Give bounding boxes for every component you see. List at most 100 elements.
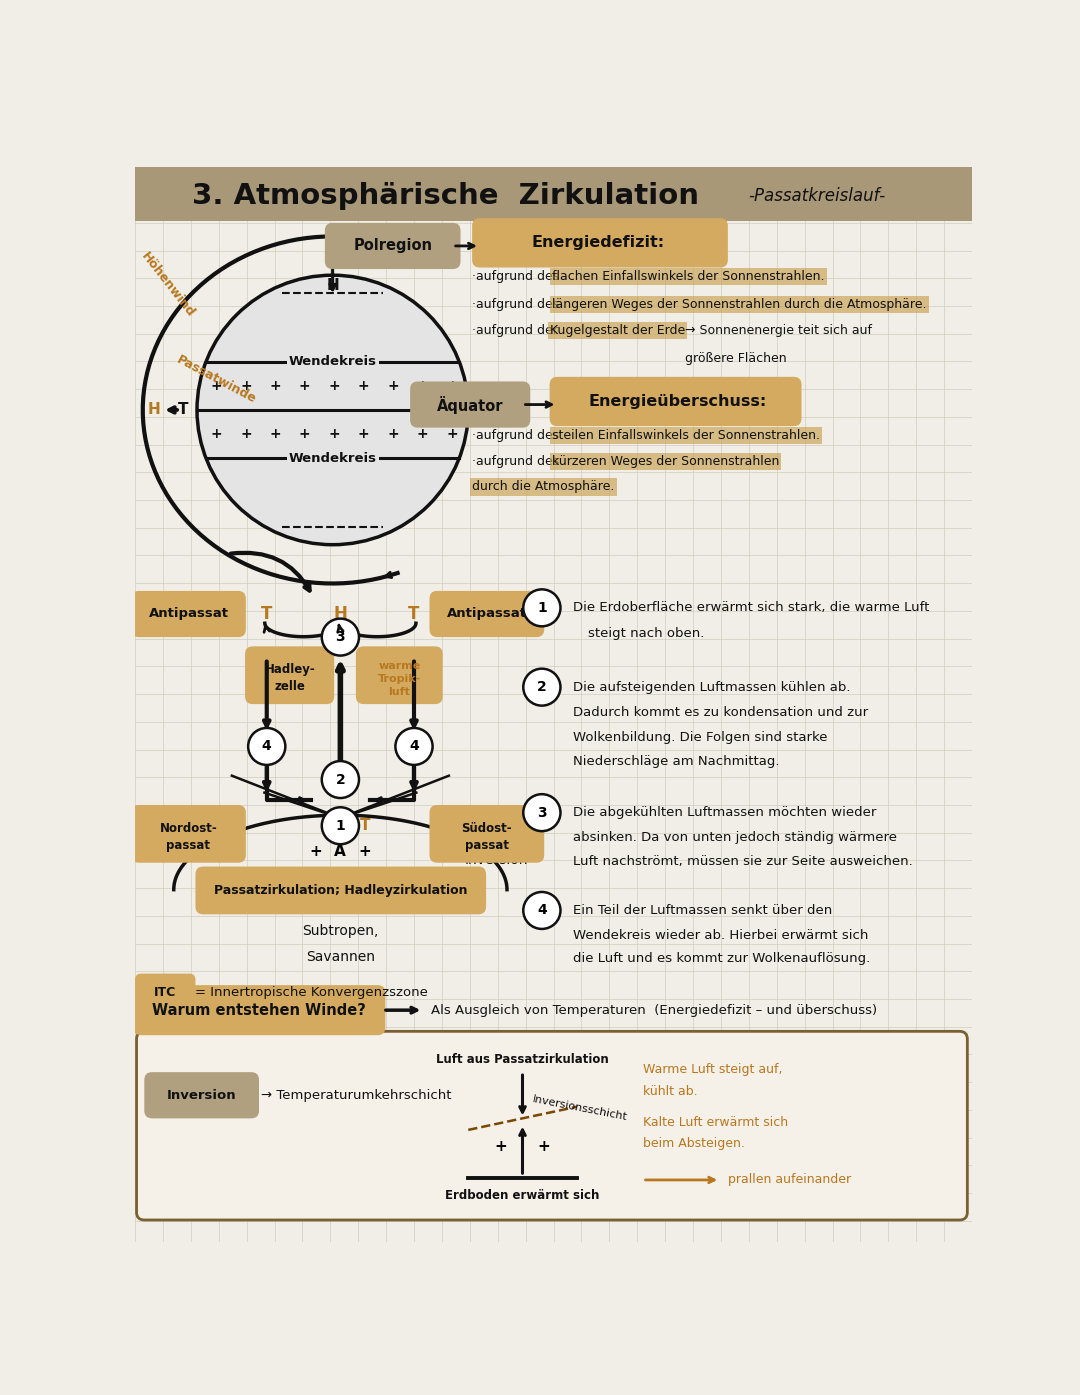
Text: passat: passat <box>166 838 211 851</box>
Text: zelle: zelle <box>274 679 306 693</box>
Text: +: + <box>495 1140 508 1154</box>
Text: Wendekreis: Wendekreis <box>288 452 377 465</box>
Text: H: H <box>148 402 161 417</box>
Text: Kugelgestalt der Erde: Kugelgestalt der Erde <box>550 324 685 338</box>
Text: Savannen: Savannen <box>306 950 375 964</box>
Text: +: + <box>328 427 340 441</box>
Text: = Innertropische Konvergenzszone: = Innertropische Konvergenzszone <box>195 986 429 999</box>
Text: +: + <box>240 427 252 441</box>
Text: 2: 2 <box>537 681 546 695</box>
Text: H: H <box>326 278 339 293</box>
Circle shape <box>197 275 469 544</box>
Circle shape <box>395 728 433 764</box>
Text: +: + <box>211 379 222 393</box>
Text: luft: luft <box>389 686 410 696</box>
FancyBboxPatch shape <box>472 218 728 268</box>
FancyBboxPatch shape <box>134 985 386 1035</box>
FancyBboxPatch shape <box>131 805 246 862</box>
FancyBboxPatch shape <box>145 1073 259 1119</box>
FancyBboxPatch shape <box>325 223 460 269</box>
Text: 3: 3 <box>537 806 546 820</box>
Text: Dadurch kommt es zu kondensation und zur: Dadurch kommt es zu kondensation und zur <box>572 706 868 718</box>
Text: Erdboden erwärmt sich: Erdboden erwärmt sich <box>445 1189 599 1202</box>
Text: +: + <box>270 427 281 441</box>
FancyBboxPatch shape <box>195 866 486 914</box>
Text: absinken. Da von unten jedoch ständig wärmere: absinken. Da von unten jedoch ständig wä… <box>572 831 896 844</box>
FancyBboxPatch shape <box>135 167 972 222</box>
Text: Warme Luft steigt auf,: Warme Luft steigt auf, <box>643 1063 782 1077</box>
Text: warme: warme <box>378 661 420 671</box>
Text: +: + <box>446 427 458 441</box>
Text: kürzeren Weges der Sonnenstrahlen: kürzeren Weges der Sonnenstrahlen <box>552 455 780 469</box>
Text: +: + <box>309 844 322 859</box>
Text: H: H <box>458 819 471 833</box>
Text: Die abgekühlten Luftmassen möchten wieder: Die abgekühlten Luftmassen möchten wiede… <box>572 806 876 819</box>
Text: +: + <box>357 427 369 441</box>
Text: -Passatkreislauf-: -Passatkreislauf- <box>748 187 886 205</box>
Text: +: + <box>211 427 222 441</box>
Text: 3: 3 <box>336 631 346 644</box>
Text: Tropik-: Tropik- <box>378 674 421 685</box>
Text: +: + <box>299 427 311 441</box>
Text: ·aufgrund des: ·aufgrund des <box>472 299 564 311</box>
Circle shape <box>322 762 359 798</box>
Text: Polregion: Polregion <box>353 239 432 254</box>
Text: Als Ausgleich von Temperaturen  (Energiedefizit – und überschuss): Als Ausgleich von Temperaturen (Energied… <box>431 1003 877 1017</box>
Text: 3. Atmosphärische  Zirkulation: 3. Atmosphärische Zirkulation <box>191 181 699 209</box>
Text: T: T <box>178 402 188 417</box>
Text: flachen Einfallswinkels der Sonnenstrahlen.: flachen Einfallswinkels der Sonnenstrahl… <box>552 271 824 283</box>
Text: Passatwinde: Passatwinde <box>174 353 258 406</box>
Text: +: + <box>240 379 252 393</box>
Text: WK: WK <box>232 870 255 884</box>
Text: WK: WK <box>433 870 457 884</box>
Text: steigt nach oben.: steigt nach oben. <box>589 626 705 640</box>
FancyBboxPatch shape <box>131 591 246 638</box>
FancyBboxPatch shape <box>356 646 443 704</box>
FancyBboxPatch shape <box>550 377 801 425</box>
Text: kühlt ab.: kühlt ab. <box>643 1085 698 1098</box>
Text: +: + <box>357 379 369 393</box>
Text: ·aufgrund des: ·aufgrund des <box>472 428 564 442</box>
Text: +: + <box>299 379 311 393</box>
Text: Die aufsteigenden Luftmassen kühlen ab.: Die aufsteigenden Luftmassen kühlen ab. <box>572 681 850 693</box>
Text: durch die Atmosphäre.: durch die Atmosphäre. <box>472 480 615 494</box>
Text: Inversionsschicht: Inversionsschicht <box>531 1094 629 1123</box>
Circle shape <box>322 618 359 656</box>
Text: Südost-: Südost- <box>461 822 512 834</box>
Text: Niederschläge am Nachmittag.: Niederschläge am Nachmittag. <box>572 755 780 769</box>
Text: Nordost-: Nordost- <box>160 822 217 834</box>
Text: Wendekreis: Wendekreis <box>288 354 377 368</box>
Text: T: T <box>408 605 420 624</box>
Text: +: + <box>538 1140 551 1154</box>
Text: → Sonnenenergie teit sich auf: → Sonnenenergie teit sich auf <box>681 324 873 338</box>
Circle shape <box>524 589 561 626</box>
Text: Luft nachströmt, müssen sie zur Seite ausweichen.: Luft nachströmt, müssen sie zur Seite au… <box>572 855 913 869</box>
Circle shape <box>248 728 285 764</box>
Text: Passatzirkulation; Hadleyzirkulation: Passatzirkulation; Hadleyzirkulation <box>214 884 468 897</box>
Text: Energieüberschuss:: Energieüberschuss: <box>589 393 767 409</box>
Text: Wendekreis wieder ab. Hierbei erwärmt sich: Wendekreis wieder ab. Hierbei erwärmt si… <box>572 929 868 942</box>
Text: größere Flächen: größere Flächen <box>685 352 786 365</box>
Text: Inversion: Inversion <box>166 1088 237 1102</box>
FancyBboxPatch shape <box>430 591 544 638</box>
Text: ITC: ITC <box>154 986 176 999</box>
Text: Ä: Ä <box>335 844 347 859</box>
Text: H: H <box>229 819 242 833</box>
Text: +: + <box>417 379 429 393</box>
Text: +: + <box>417 427 429 441</box>
Text: Subtropen,: Subtropen, <box>302 925 379 939</box>
Text: 2: 2 <box>336 773 346 787</box>
Text: Luft aus Passatzirkulation: Luft aus Passatzirkulation <box>436 1053 609 1066</box>
Text: T: T <box>360 819 370 833</box>
Text: Warum entstehen Winde?: Warum entstehen Winde? <box>152 1003 366 1018</box>
Text: ·aufgrund des: ·aufgrund des <box>472 455 564 469</box>
Text: die Luft und es kommt zur Wolkenauflösung.: die Luft und es kommt zur Wolkenauflösun… <box>572 953 870 965</box>
Circle shape <box>524 668 561 706</box>
Text: Antipassat: Antipassat <box>148 607 229 621</box>
Text: +: + <box>328 379 340 393</box>
Circle shape <box>524 794 561 831</box>
Text: Die Erdoberfläche erwärmt sich stark, die warme Luft: Die Erdoberfläche erwärmt sich stark, di… <box>572 601 929 614</box>
Text: Wolkenbildung. Die Folgen sind starke: Wolkenbildung. Die Folgen sind starke <box>572 731 827 744</box>
Text: Höhenwind: Höhenwind <box>138 250 197 319</box>
Text: +: + <box>446 379 458 393</box>
